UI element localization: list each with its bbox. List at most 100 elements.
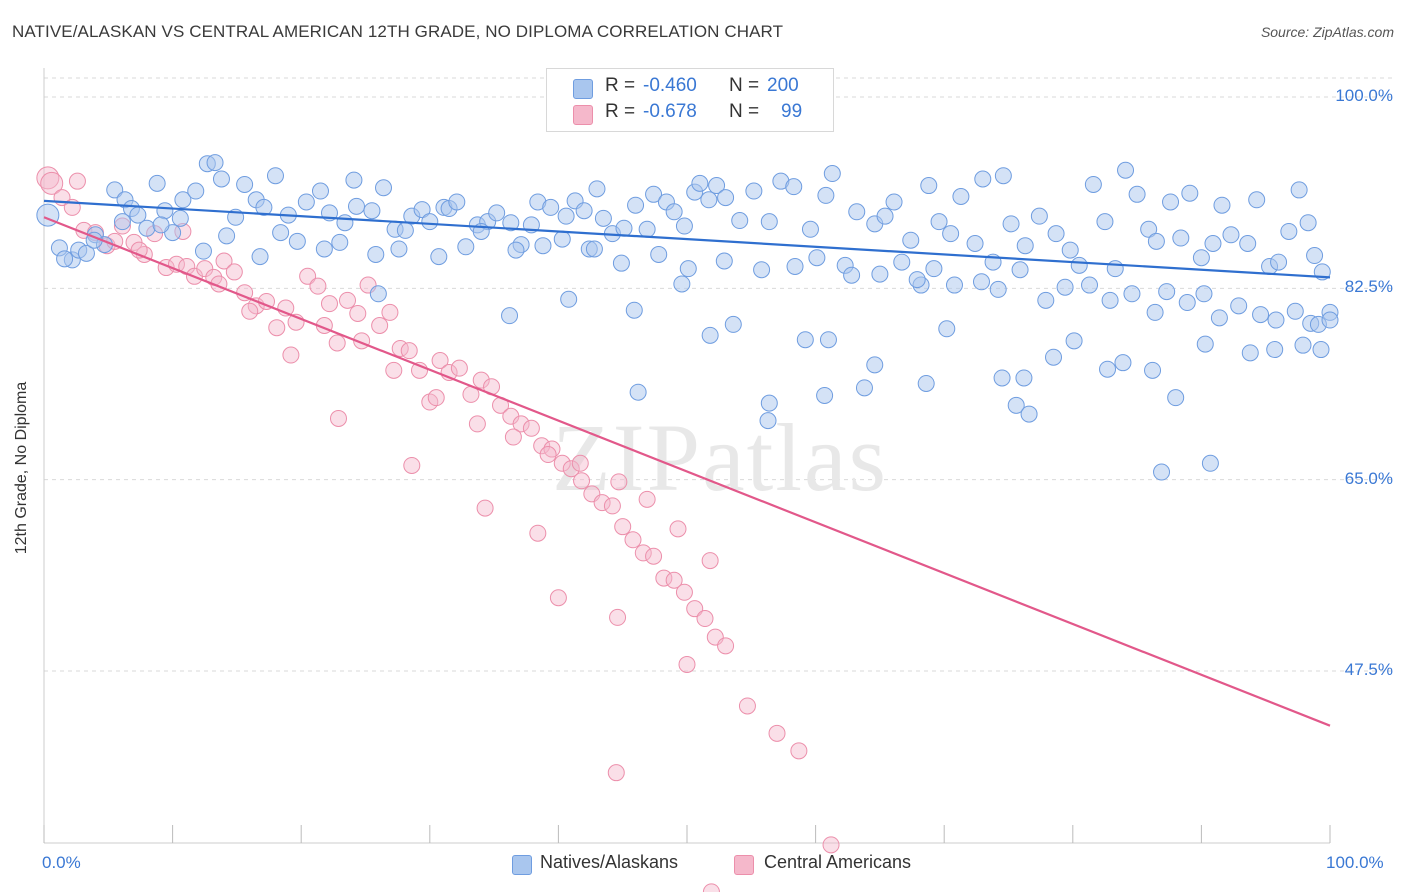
natives-alaskans-point	[629, 383, 647, 401]
natives-alaskans-point	[266, 167, 284, 185]
natives-alaskans-point	[1248, 191, 1266, 209]
central-americans-point	[476, 499, 494, 517]
central-americans-trend-line	[43, 216, 1331, 727]
natives-alaskans-point	[1128, 185, 1146, 203]
central-americans-point	[665, 571, 683, 589]
natives-alaskans-point	[700, 191, 718, 209]
natives-alaskans-point	[255, 198, 273, 216]
natives-alaskans-point	[993, 369, 1011, 387]
natives-alaskans-point	[1047, 225, 1065, 243]
natives-alaskans-point	[945, 276, 963, 294]
natives-alaskans-point	[1290, 181, 1308, 199]
natives-alaskans-point	[311, 182, 329, 200]
central-americans-point	[571, 454, 589, 472]
natives-alaskans-point	[989, 280, 1007, 298]
natives-alaskans-point	[885, 193, 903, 211]
central-americans-point	[717, 637, 735, 655]
natives-alaskans-point	[1114, 354, 1132, 372]
bottom-legend-central-americans: Central Americans	[764, 852, 912, 872]
natives-alaskans-point	[457, 238, 475, 256]
natives-alaskans-point	[557, 207, 575, 225]
natives-alaskans-point	[272, 224, 290, 242]
natives-alaskans-point	[848, 203, 866, 221]
natives-alaskans-point	[760, 213, 778, 231]
natives-alaskans-point	[627, 196, 645, 214]
natives-alaskans-point	[1266, 341, 1284, 359]
gridlines	[44, 77, 1394, 672]
natives-alaskans-point	[1101, 291, 1119, 309]
natives-alaskans-point	[542, 198, 560, 216]
central-americans-point	[686, 600, 704, 618]
natives-alaskans-point	[430, 248, 448, 266]
natives-alaskans-point	[194, 242, 212, 260]
legend-r-value: -0.678	[643, 101, 697, 122]
natives-alaskans-point	[612, 254, 630, 272]
central-americans-point	[768, 724, 786, 742]
natives-alaskans-point	[1172, 229, 1190, 247]
natives-alaskans-point	[187, 182, 205, 200]
central-americans-point	[655, 569, 673, 587]
natives-alaskans-point	[560, 290, 578, 308]
natives-alaskans-point	[1321, 311, 1339, 329]
natives-alaskans-trend-line	[43, 199, 1331, 279]
natives-alaskans-point	[724, 315, 742, 333]
natives-alaskans-point	[871, 265, 889, 283]
natives-alaskans-point	[363, 202, 381, 220]
central-americans-point	[328, 334, 346, 352]
natives-alaskans-point	[893, 253, 911, 271]
central-americans-point	[338, 291, 356, 309]
natives-alaskans-point	[1178, 294, 1196, 312]
natives-alaskans-point	[148, 174, 166, 192]
central-americans-point	[614, 518, 632, 536]
natives-alaskans-point	[1016, 237, 1034, 255]
central-americans-point	[468, 415, 486, 433]
central-americans-point	[701, 552, 719, 570]
natives-alaskans-point	[966, 235, 984, 253]
natives-alaskans-point	[930, 213, 948, 231]
natives-alaskans-point	[156, 202, 174, 220]
y-axis-label: 12th Grade, No Diploma	[13, 381, 30, 555]
natives-alaskans-point	[1081, 276, 1099, 294]
natives-alaskans-point	[297, 193, 315, 211]
natives-alaskans-point	[876, 207, 894, 225]
natives-alaskans-point	[650, 245, 668, 263]
natives-alaskans-point	[1144, 361, 1162, 379]
natives-alaskans-point	[994, 167, 1012, 185]
central-americans-point	[533, 437, 551, 455]
natives-alaskans-point	[138, 219, 156, 237]
legend-n-label: N =	[729, 101, 760, 122]
natives-alaskans-point	[1020, 405, 1038, 423]
natives-alaskans-point	[717, 189, 735, 207]
bottom-legend-swatch-natives	[512, 855, 532, 875]
natives-alaskans-point	[902, 231, 920, 249]
central-americans-point	[320, 295, 338, 313]
natives-alaskans-point	[488, 204, 506, 222]
legend-swatch-natives	[573, 79, 593, 99]
y-tick-label: 100.0%	[1335, 86, 1393, 105]
central-americans-point	[450, 359, 468, 377]
natives-alaskans-point	[1106, 260, 1124, 278]
natives-alaskans-point	[823, 165, 841, 183]
central-americans-point	[431, 351, 449, 369]
natives-alaskans-point	[819, 331, 837, 349]
natives-alaskans-point	[152, 216, 170, 234]
natives-alaskans-point	[1037, 291, 1055, 309]
natives-alaskans-point	[1011, 261, 1029, 279]
central-americans-point	[603, 497, 621, 515]
central-americans-point	[539, 446, 557, 464]
natives-alaskans-point	[731, 212, 749, 230]
natives-alaskans-point	[588, 180, 606, 198]
natives-alaskans-point	[534, 237, 552, 255]
natives-alaskans-point	[448, 193, 466, 211]
natives-alaskans-point	[1167, 389, 1185, 407]
natives-alaskans-point	[1222, 226, 1240, 244]
natives-alaskans-point	[1056, 278, 1074, 296]
natives-alaskans-point	[1162, 193, 1180, 211]
natives-alaskans-point	[801, 220, 819, 238]
central-americans-point	[512, 415, 530, 433]
natives-alaskans-point	[1015, 369, 1033, 387]
natives-alaskans-point	[615, 219, 633, 237]
natives-alaskans-point	[288, 232, 306, 250]
central-americans-point	[268, 319, 286, 337]
natives-alaskans-point	[1117, 161, 1135, 179]
